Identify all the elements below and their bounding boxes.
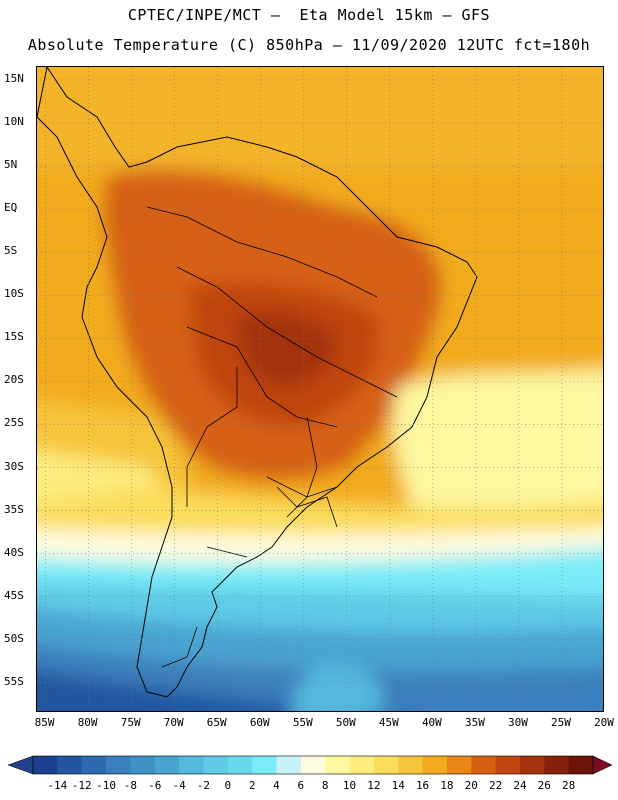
lat-tick-label: 35S bbox=[4, 502, 24, 516]
colorbar-swatch bbox=[154, 756, 180, 774]
lat-tick-label: 15N bbox=[4, 71, 24, 85]
colorbar-swatch bbox=[276, 756, 302, 774]
temperature-colorbar: -14 -12 -10 -8 -6 -4 -2 0 2 4 6 8 10 12 14 16 18 20 22 24 26… bbox=[7, 755, 613, 792]
lon-tick-label: 45W bbox=[378, 716, 399, 729]
colorbar-swatch bbox=[568, 756, 594, 774]
lat-tick-label: 5S bbox=[4, 244, 18, 258]
colorbar-tick-label: 8 bbox=[322, 779, 329, 792]
colorbar-border bbox=[32, 755, 594, 775]
lon-tick-label: 40W bbox=[421, 716, 442, 729]
colorbar-swatch bbox=[203, 756, 229, 774]
lon-tick-label: 25W bbox=[551, 716, 571, 729]
colorbar-tick-label: 2 bbox=[249, 779, 256, 792]
colorbar-swatch bbox=[544, 756, 570, 774]
lon-tick-label: 30W bbox=[508, 716, 528, 729]
colorbar-tick-label: -4 bbox=[172, 779, 186, 792]
colorbar-swatch bbox=[446, 756, 472, 774]
lon-tick-label: 50W bbox=[335, 716, 356, 729]
colorbar-high-arrow bbox=[592, 755, 613, 775]
colorbar-low-arrow bbox=[7, 755, 34, 775]
colorbar-swatch bbox=[106, 756, 131, 774]
colorbar-tick-label: 12 bbox=[367, 779, 380, 792]
colorbar-swatch bbox=[519, 756, 545, 774]
colorbar-tick-label: 18 bbox=[440, 779, 453, 792]
colorbar-swatch bbox=[57, 756, 83, 774]
colorbar-swatch bbox=[495, 756, 521, 774]
lon-tick-label: 85W bbox=[34, 716, 55, 729]
lat-lon-grid bbox=[37, 67, 603, 711]
country-borders bbox=[146, 206, 398, 668]
lat-tick-label: 55S bbox=[4, 674, 24, 688]
lat-tick-label: 15S bbox=[4, 330, 24, 344]
map-canvas bbox=[37, 67, 603, 711]
colorbar-tick-label: -8 bbox=[124, 779, 137, 792]
colorbar-swatch bbox=[422, 756, 448, 774]
lat-tick-label: EQ bbox=[4, 201, 18, 215]
colorbar-tick-label: 10 bbox=[343, 779, 356, 792]
colorbar-tick-label: 0 bbox=[224, 779, 231, 792]
lon-tick-label: 65W bbox=[206, 716, 227, 729]
colorbar-tick-label: -10 bbox=[96, 779, 116, 792]
colorbar-swatch bbox=[130, 756, 156, 774]
colorbar-swatch bbox=[227, 756, 253, 774]
colorbar-swatch bbox=[471, 756, 497, 774]
colorbar-swatch bbox=[349, 756, 375, 774]
colorbar-swatch bbox=[252, 756, 277, 774]
colorbar-tick-label: 4 bbox=[273, 779, 280, 792]
lon-tick-label: 80W bbox=[77, 716, 98, 729]
colorbar-tick-label: 28 bbox=[562, 779, 575, 792]
colorbar-tick-label: 26 bbox=[538, 779, 551, 792]
colorbar-tick-label: 6 bbox=[298, 779, 305, 792]
lat-tick-label: 30S bbox=[4, 459, 24, 473]
lon-tick-label: 70W bbox=[163, 716, 184, 729]
colorbar-swatch bbox=[325, 756, 351, 774]
lon-tick-label: 35W bbox=[464, 716, 485, 729]
map-title-line2: Absolute Temperature (C) 850hPa – 11/09/… bbox=[27, 36, 591, 54]
lat-tick-label: 10N bbox=[4, 114, 24, 128]
colorbar-tick-label: -12 bbox=[72, 779, 92, 792]
colorbar-tick-label: 14 bbox=[392, 779, 406, 792]
lat-tick-label: 45S bbox=[4, 588, 24, 602]
lat-tick-label: 50S bbox=[4, 631, 24, 645]
colorbar-tick-label: -14 bbox=[47, 779, 67, 792]
map-title-line1: CPTEC/INPE/MCT – Eta Model 15km – GFS bbox=[127, 6, 491, 24]
colorbar-tick-label: 24 bbox=[513, 779, 527, 792]
colorbar-swatch bbox=[398, 756, 424, 774]
colorbar-tick-label: -6 bbox=[148, 779, 161, 792]
colorbar-tick-label: -2 bbox=[197, 779, 210, 792]
colorbar-tick-label: 16 bbox=[416, 779, 429, 792]
colorbar-tick-label: 20 bbox=[465, 779, 478, 792]
lat-tick-label: 25S bbox=[4, 416, 24, 430]
lat-tick-label: 40S bbox=[4, 545, 24, 559]
temperature-map bbox=[36, 66, 604, 712]
colorbar-swatch bbox=[33, 756, 58, 774]
coastline bbox=[37, 67, 478, 698]
lat-tick-label: 5N bbox=[4, 158, 18, 172]
lon-tick-label: 55W bbox=[292, 716, 313, 729]
colorbar-swatch bbox=[373, 756, 399, 774]
colorbar-swatch bbox=[300, 756, 326, 774]
lon-tick-label: 75W bbox=[120, 716, 141, 729]
lat-tick-label: 10S bbox=[4, 287, 24, 301]
colorbar-swatch bbox=[81, 756, 107, 774]
lon-tick-label: 60W bbox=[249, 716, 270, 729]
colorbar-swatch bbox=[179, 756, 204, 774]
colorbar-tick-label: 22 bbox=[489, 779, 502, 792]
lat-tick-label: 20S bbox=[4, 373, 24, 387]
lon-tick-label: 20W bbox=[594, 716, 614, 729]
